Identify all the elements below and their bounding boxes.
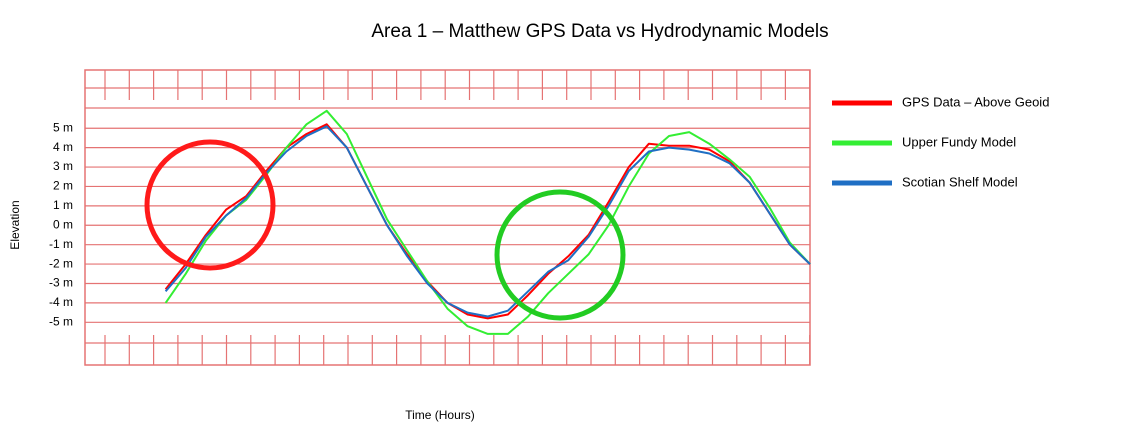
y-tick-label: -3 m <box>49 276 73 290</box>
plot <box>85 109 811 335</box>
y-tick-label: 5 m <box>53 120 73 134</box>
highlight-circle <box>494 189 626 321</box>
legend-label: Upper Fundy Model <box>902 134 1016 149</box>
y-tick-label: -5 m <box>49 314 73 328</box>
y-tick-label: 0 m <box>53 217 73 231</box>
plot-border <box>84 69 811 366</box>
chart-title: Area 1 – Matthew GPS Data vs Hydrodynami… <box>371 21 828 42</box>
highlight-circle <box>144 139 276 271</box>
series-line <box>164 125 811 318</box>
legend-label: GPS Data – Above Geoid <box>902 94 1049 109</box>
y-tick-label: 4 m <box>53 140 73 154</box>
x-axis-label: Time (Hours) <box>405 408 475 422</box>
y-tick-label: 2 m <box>53 179 73 193</box>
y-tick-label: -4 m <box>49 295 73 309</box>
series-line <box>164 109 811 335</box>
y-tick-label: 3 m <box>53 159 73 173</box>
y-tick-label: -1 m <box>49 237 73 251</box>
y-axis-label: Elevation <box>8 200 22 249</box>
series-line <box>164 123 811 320</box>
legend-label: Scotian Shelf Model <box>902 174 1018 189</box>
y-tick-label: 1 m <box>53 198 73 212</box>
decorative-grid <box>85 70 811 365</box>
y-tick-label: -2 m <box>49 256 73 270</box>
